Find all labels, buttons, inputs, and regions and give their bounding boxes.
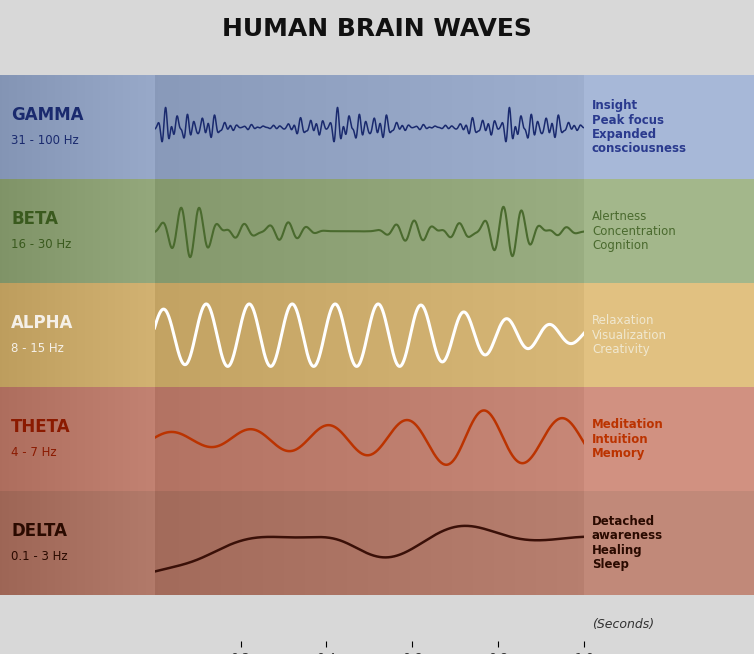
Text: Relaxation: Relaxation	[592, 315, 654, 327]
Text: Memory: Memory	[592, 447, 645, 460]
Text: 16 - 30 Hz: 16 - 30 Hz	[11, 238, 72, 250]
Text: THETA: THETA	[11, 419, 71, 436]
Text: Expanded: Expanded	[592, 128, 657, 141]
Text: (Seconds): (Seconds)	[592, 618, 654, 631]
Text: BETA: BETA	[11, 211, 58, 228]
Text: ALPHA: ALPHA	[11, 315, 74, 332]
Text: Visualization: Visualization	[592, 329, 667, 341]
Text: Healing: Healing	[592, 544, 642, 557]
Text: 0.1 - 3 Hz: 0.1 - 3 Hz	[11, 550, 68, 562]
Text: HUMAN BRAIN WAVES: HUMAN BRAIN WAVES	[222, 18, 532, 41]
Text: Insight: Insight	[592, 99, 638, 112]
Text: Peak focus: Peak focus	[592, 114, 664, 126]
Text: consciousness: consciousness	[592, 143, 687, 155]
Text: Intuition: Intuition	[592, 433, 648, 445]
Text: 31 - 100 Hz: 31 - 100 Hz	[11, 134, 79, 146]
Text: Creativity: Creativity	[592, 343, 650, 356]
Text: Alertness: Alertness	[592, 211, 647, 223]
Text: GAMMA: GAMMA	[11, 107, 84, 124]
Text: 4 - 7 Hz: 4 - 7 Hz	[11, 446, 57, 458]
Text: Cognition: Cognition	[592, 239, 648, 252]
Text: Detached: Detached	[592, 515, 655, 528]
Text: awareness: awareness	[592, 530, 663, 542]
Text: Sleep: Sleep	[592, 559, 629, 571]
Text: Concentration: Concentration	[592, 225, 676, 237]
Text: DELTA: DELTA	[11, 523, 67, 540]
Text: 8 - 15 Hz: 8 - 15 Hz	[11, 342, 64, 354]
Text: Meditation: Meditation	[592, 419, 664, 431]
